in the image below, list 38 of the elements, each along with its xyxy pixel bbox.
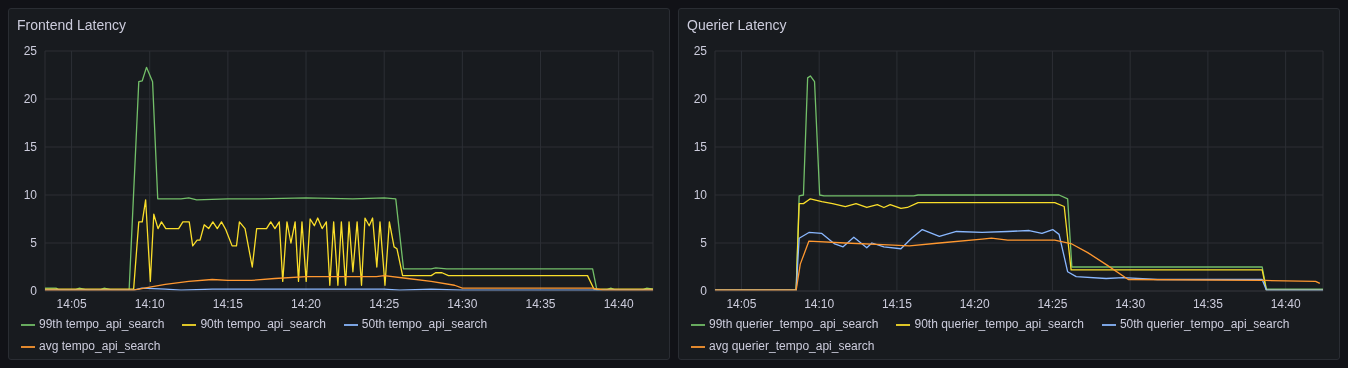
x-tick-label: 14:35 <box>525 296 556 311</box>
x-tick-label: 14:30 <box>1115 296 1146 311</box>
y-tick-label: 20 <box>693 92 708 107</box>
legend-label: avg querier_tempo_api_search <box>709 339 875 353</box>
x-tick-label: 14:20 <box>959 296 991 311</box>
y-tick-label: 0 <box>30 284 38 299</box>
y-tick-label: 0 <box>700 284 708 299</box>
legend-label: avg tempo_api_search <box>39 339 161 353</box>
x-tick-label: 14:40 <box>603 296 634 311</box>
legend-label: 90th tempo_api_search <box>200 317 326 331</box>
x-tick-label: 14:15 <box>881 296 913 311</box>
x-tick-label: 14:20 <box>291 296 322 311</box>
y-tick-label: 15 <box>693 140 708 155</box>
y-tick-label: 25 <box>693 44 708 59</box>
chart-title: Frontend Latency <box>16 16 127 35</box>
y-tick-label: 10 <box>23 188 38 203</box>
chart-title: Querier Latency <box>686 16 788 35</box>
x-tick-label: 14:05 <box>56 296 87 311</box>
x-tick-label: 14:15 <box>212 296 244 311</box>
x-tick-label: 14:35 <box>1192 296 1224 311</box>
legend-label: 99th tempo_api_search <box>39 317 165 331</box>
y-tick-label: 20 <box>23 92 38 107</box>
legend-label: 50th querier_tempo_api_search <box>1119 317 1290 331</box>
y-tick-label: 5 <box>30 236 38 251</box>
legend-label: 90th querier_tempo_api_search <box>914 317 1084 331</box>
x-tick-label: 14:30 <box>447 296 478 311</box>
y-tick-label: 15 <box>23 140 38 155</box>
x-tick-label: 14:25 <box>369 296 400 311</box>
x-tick-label: 14:10 <box>804 296 835 311</box>
legend-label: 99th querier_tempo_api_search <box>709 317 879 331</box>
x-tick-label: 14:40 <box>1270 296 1301 311</box>
x-tick-label: 14:25 <box>1037 296 1068 311</box>
y-tick-label: 10 <box>693 188 708 203</box>
x-tick-label: 14:05 <box>726 296 757 311</box>
x-tick-label: 14:10 <box>134 296 166 311</box>
legend-label: 50th tempo_api_search <box>361 317 488 331</box>
y-tick-label: 25 <box>23 44 38 59</box>
y-tick-label: 5 <box>700 236 708 251</box>
